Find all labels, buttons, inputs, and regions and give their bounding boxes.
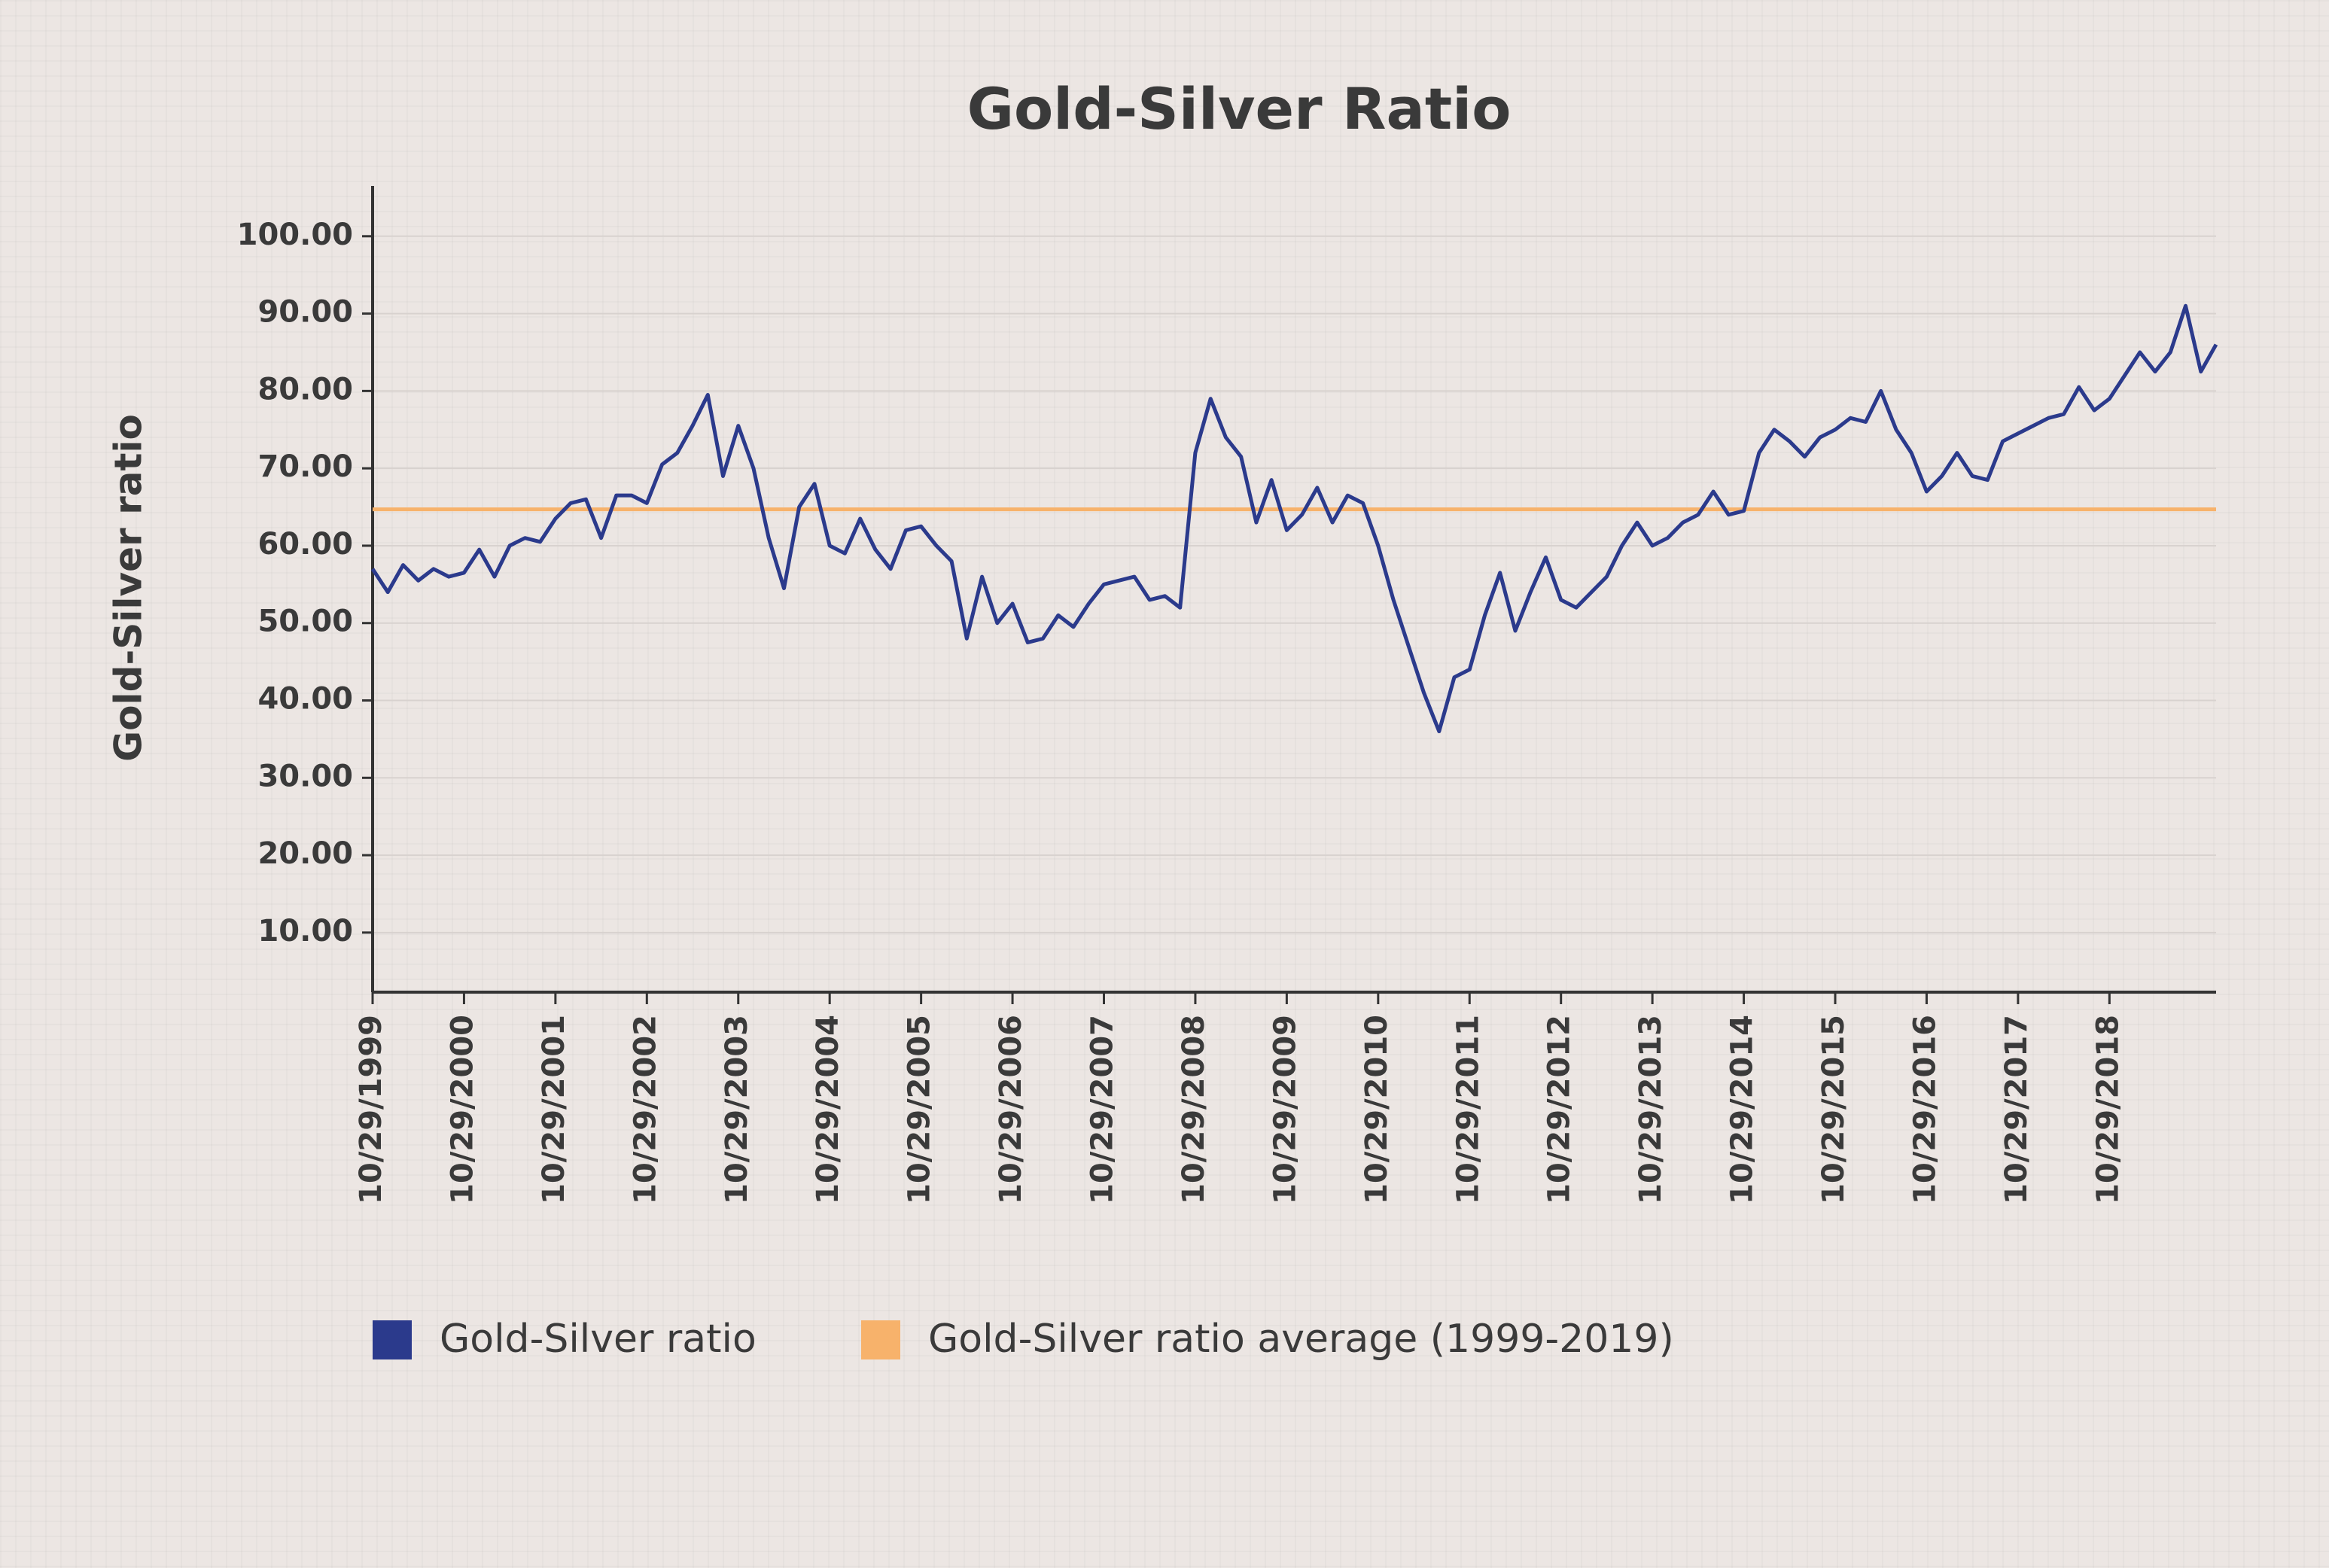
x-tick-label: 10/29/2011 [1451, 1015, 1485, 1204]
x-tick-label: 10/29/2013 [1633, 1015, 1668, 1204]
legend-swatch [373, 1320, 412, 1359]
x-tick-label: 10/29/2017 [1999, 1015, 2034, 1204]
x-tick-label: 10/29/2005 [903, 1015, 937, 1204]
y-tick-label: 70.00 [257, 449, 353, 484]
chart-title: Gold-Silver Ratio [967, 75, 1512, 142]
y-tick-label: 90.00 [257, 295, 353, 330]
y-tick-label: 50.00 [257, 604, 353, 639]
y-tick-label: 40.00 [257, 682, 353, 717]
x-tick-label: 10/29/2018 [2090, 1015, 2125, 1204]
x-tick-label: 10/29/2010 [1359, 1015, 1394, 1204]
y-tick-label: 20.00 [257, 836, 353, 871]
x-tick-label: 10/29/2016 [1907, 1015, 1942, 1204]
y-tick-label: 10.00 [257, 914, 353, 948]
y-axis-label: Gold-Silver ratio [107, 414, 151, 762]
x-tick-label: 10/29/2004 [811, 1015, 845, 1204]
x-tick-label: 10/29/2008 [1177, 1015, 1211, 1204]
x-tick-label: 10/29/2014 [1725, 1015, 1760, 1204]
legend-label: Gold-Silver ratio [440, 1317, 757, 1362]
y-tick-label: 80.00 [257, 372, 353, 406]
x-tick-label: 10/29/2009 [1268, 1015, 1302, 1204]
x-tick-label: 10/29/2007 [1085, 1015, 1120, 1204]
x-tick-label: 10/29/2006 [994, 1015, 1028, 1204]
y-tick-label: 60.00 [257, 527, 353, 562]
legend-swatch [861, 1320, 900, 1359]
x-tick-label: 10/29/2015 [1816, 1015, 1851, 1204]
y-tick-label: 100.00 [237, 218, 353, 252]
legend-label: Gold-Silver ratio average (1999-2019) [928, 1317, 1674, 1362]
x-tick-label: 10/29/1999 [354, 1015, 388, 1204]
x-tick-label: 10/29/2000 [445, 1015, 480, 1204]
y-tick-label: 30.00 [257, 759, 353, 793]
x-tick-label: 10/29/2001 [537, 1015, 571, 1204]
x-tick-label: 10/29/2002 [628, 1015, 662, 1204]
x-tick-label: 10/29/2012 [1542, 1015, 1577, 1204]
x-tick-label: 10/29/2003 [720, 1015, 754, 1204]
data-line [370, 303, 2218, 734]
